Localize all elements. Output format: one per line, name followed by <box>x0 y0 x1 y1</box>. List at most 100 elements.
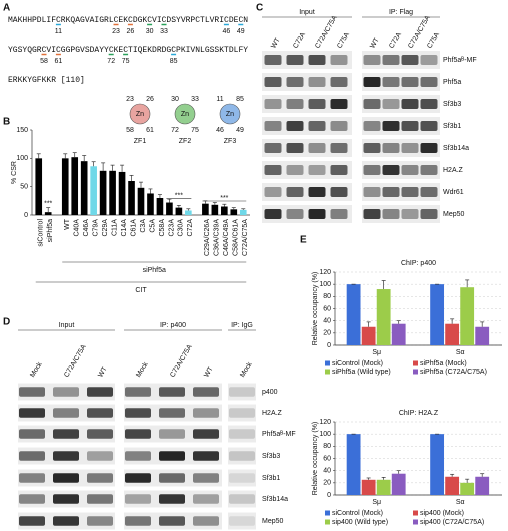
blot-band <box>125 473 151 483</box>
blot-band <box>363 54 381 66</box>
blot-band <box>19 473 45 483</box>
blot-band <box>308 54 326 66</box>
x-tick-label: siPhf5a <box>47 219 54 242</box>
blot-band <box>401 164 419 176</box>
x-tick-label: C11A <box>111 219 118 236</box>
annotation: *** <box>44 201 52 208</box>
protein-label: Phf5aᴮ-MF <box>262 431 296 438</box>
bar <box>230 209 238 215</box>
residue-number: 85 <box>170 58 178 65</box>
lane-label: Mock <box>29 361 44 379</box>
blot-band <box>53 451 79 461</box>
bar <box>90 166 97 215</box>
blot-band <box>420 120 438 132</box>
blot-band <box>401 54 419 66</box>
blot-band <box>420 76 438 88</box>
blot-strip <box>228 404 256 422</box>
lane-label: C75A <box>426 31 441 50</box>
bar <box>44 212 52 215</box>
blot-band <box>363 120 381 132</box>
legend-label: siPhf5a (C72A/C75A) <box>420 369 487 376</box>
y-axis-label: % CSR <box>11 161 18 184</box>
blot-header: IP: p400 <box>160 322 186 329</box>
x-tick-label: C46A/C49A <box>223 219 230 256</box>
blot-band <box>286 208 304 220</box>
residue-number: 49 <box>237 28 245 35</box>
panel-label: A <box>3 3 10 14</box>
x-tick-label: C30A <box>178 219 185 237</box>
protein-label: Mep50 <box>443 211 465 218</box>
bar <box>211 204 219 215</box>
y-tick-label: 120 <box>319 419 331 426</box>
zinc-finger <box>174 103 196 125</box>
protein-label: Wdr61 <box>443 189 464 196</box>
lane-label: Mock <box>239 361 254 379</box>
x-tick-label: C72A/C75A <box>242 219 249 256</box>
y-axis-label: Relative occupancy (%) <box>312 422 319 496</box>
blot-band <box>363 208 381 220</box>
blot-band <box>193 387 219 397</box>
legend-swatch <box>413 369 418 375</box>
blot-band <box>193 429 219 439</box>
blot-band <box>330 186 348 198</box>
blot-band <box>193 516 219 526</box>
y-tick-label: 100 <box>319 431 331 438</box>
blot-band <box>308 120 326 132</box>
bar <box>346 434 361 495</box>
bar <box>156 198 164 215</box>
blot-band <box>87 408 113 418</box>
blot-strip <box>362 161 440 179</box>
chart-title: ChIP: p400 <box>401 260 436 267</box>
bar <box>109 170 116 215</box>
zf-name: ZF1 <box>134 138 147 145</box>
bar <box>239 209 247 215</box>
protein-label: Sf3b3 <box>262 453 280 460</box>
x-tick-label: C79A <box>92 219 99 237</box>
blot-strip <box>228 383 256 401</box>
blot-band <box>87 516 113 526</box>
blot-band <box>382 186 400 198</box>
residue-number: 58 <box>40 58 48 65</box>
legend-swatch <box>325 519 330 525</box>
sequence-line: ERKKYGFKKR [110] <box>8 76 85 85</box>
protein-label: H2A.Z <box>262 410 283 417</box>
blot-strip <box>228 490 256 508</box>
sequence-line: YGSYQGRCVICGGPGVSDAYYCKECTIQEKDRDGCPKIVN… <box>8 46 248 55</box>
bar <box>99 170 107 215</box>
residue-number: 61 <box>55 58 63 65</box>
chart-title: ChIP: H2A.Z <box>399 410 439 417</box>
y-tick-label: 0 <box>24 212 28 219</box>
zf-residue: 58 <box>126 127 134 134</box>
zn-label: Zn <box>226 111 234 118</box>
y-tick-label: 40 <box>323 468 331 475</box>
blot-band <box>308 186 326 198</box>
protein-label: Phf5a <box>443 79 461 86</box>
bar <box>71 157 79 215</box>
bar <box>137 187 145 215</box>
x-tick-label: Sα <box>456 349 465 356</box>
blot-band <box>264 120 282 132</box>
bar <box>80 161 88 215</box>
zf-residue: 46 <box>216 127 224 134</box>
blot-strip <box>362 117 440 135</box>
blot-band <box>401 142 419 154</box>
blot-band <box>308 142 326 154</box>
blot-band <box>264 142 282 154</box>
zf-residue: 11 <box>216 96 223 103</box>
blot-band <box>420 54 438 66</box>
x-tick-label: C23A <box>168 219 175 237</box>
blot-band <box>159 408 185 418</box>
blot-band <box>125 494 151 504</box>
x-tick-label: C14A <box>121 219 128 237</box>
blot-band <box>330 76 348 88</box>
residue-number: 75 <box>122 58 130 65</box>
blot-band <box>308 164 326 176</box>
blot-band <box>401 120 419 132</box>
y-tick-label: 120 <box>319 269 331 276</box>
bar <box>391 473 406 495</box>
blot-band <box>264 76 282 88</box>
residue-number: 30 <box>146 28 154 35</box>
zf-name: ZF2 <box>179 138 192 145</box>
blot-band <box>53 494 79 504</box>
